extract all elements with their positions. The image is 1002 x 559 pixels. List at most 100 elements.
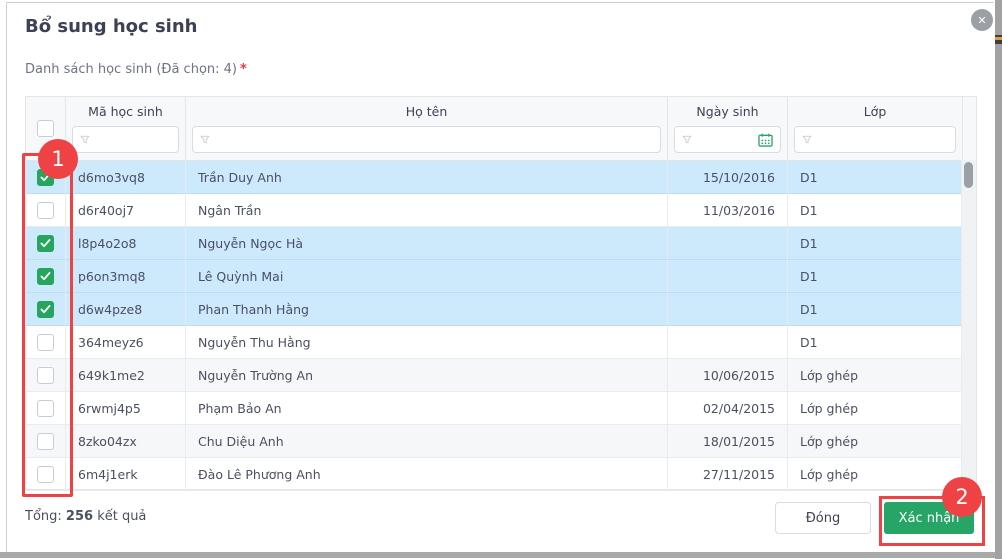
close-icon[interactable]: ✕ (971, 9, 993, 31)
student-dob: 11/03/2016 (668, 194, 788, 227)
funnel-icon (802, 135, 812, 145)
student-class: Lớp ghép (788, 359, 963, 392)
row-checkbox[interactable] (37, 465, 54, 483)
column-header-class: Lớp (863, 104, 887, 119)
field-label: Danh sách học sinh (Đã chọn: 4) * (25, 62, 247, 77)
column-header-dob: Ngày sinh (696, 104, 759, 119)
table-row[interactable]: 8zko04zx Chu Diệu Anh 18/01/2015 Lớp ghé… (26, 425, 976, 458)
table-scrollbar-track (961, 160, 976, 489)
student-dob (668, 227, 788, 260)
student-name: Ngân Trần (186, 194, 668, 227)
column-header-name: Họ tên (405, 104, 448, 119)
confirm-button[interactable]: Xác nhận (884, 502, 974, 534)
student-code: d6w4pze8 (66, 293, 186, 326)
student-name: Đào Lê Phương Anh (186, 458, 668, 491)
student-code: d6r40oj7 (66, 194, 186, 227)
student-class: D1 (788, 161, 963, 194)
row-checkbox[interactable] (37, 333, 54, 351)
student-dob: 15/10/2016 (668, 161, 788, 194)
column-class: Lớp (788, 97, 963, 160)
student-code: l8p4o2o8 (66, 227, 186, 260)
table-row[interactable]: d6w4pze8 Phan Thanh Hằng D1 (26, 293, 976, 326)
select-all-cell (26, 97, 66, 160)
modal-title: Bổ sung học sinh (25, 16, 198, 37)
select-all-checkbox[interactable] (37, 120, 54, 137)
student-class: D1 (788, 227, 963, 260)
student-dob (668, 260, 788, 293)
student-code: p6on3mq8 (66, 260, 186, 293)
student-name: Nguyễn Trường An (186, 359, 668, 392)
row-checkbox[interactable] (37, 201, 54, 219)
column-code: Mã học sinh (66, 97, 186, 160)
student-dob: 10/06/2015 (668, 359, 788, 392)
total-suffix: kết quả (97, 509, 147, 524)
column-header-code: Mã học sinh (88, 104, 163, 119)
table-row[interactable]: d6r40oj7 Ngân Trần 11/03/2016 D1 (26, 194, 976, 227)
field-label-text: Danh sách học sinh (Đã chọn: 4) (25, 62, 237, 77)
student-code: 649k1me2 (66, 359, 186, 392)
funnel-icon (80, 135, 90, 145)
student-dob: 02/04/2015 (668, 392, 788, 425)
student-class: D1 (788, 260, 963, 293)
class-filter-input[interactable] (794, 126, 956, 153)
student-code: 6rwmj4p5 (66, 392, 186, 425)
row-checkbox-checked[interactable] (37, 267, 54, 285)
student-table: Mã học sinh Họ tên (25, 96, 977, 491)
window-edge-top (6, 2, 994, 3)
student-name: Phạm Bảo An (186, 392, 668, 425)
table-row[interactable]: l8p4o2o8 Nguyễn Ngọc Hà D1 (26, 227, 976, 260)
table-row[interactable]: d6mo3vq8 Trần Duy Anh 15/10/2016 D1 (26, 161, 976, 194)
student-class: D1 (788, 293, 963, 326)
table-row[interactable]: 364meyz6 Nguyễn Thu Hằng D1 (26, 326, 976, 359)
table-body: d6mo3vq8 Trần Duy Anh 15/10/2016 D1 d6r4… (26, 161, 976, 491)
table-scrollbar-thumb[interactable] (964, 162, 973, 188)
row-checkbox[interactable] (37, 366, 54, 384)
funnel-icon (682, 135, 692, 145)
total-value: 256 (65, 509, 94, 524)
header-scroll-spacer (963, 97, 976, 160)
student-code: 8zko04zx (66, 425, 186, 458)
student-name: Nguyễn Thu Hằng (186, 326, 668, 359)
table-row[interactable]: 649k1me2 Nguyễn Trường An 10/06/2015 Lớp… (26, 359, 976, 392)
table-row[interactable]: 6rwmj4p5 Phạm Bảo An 02/04/2015 Lớp ghép (26, 392, 976, 425)
student-name: Nguyễn Ngọc Hà (186, 227, 668, 260)
column-name: Họ tên (186, 97, 668, 160)
dob-filter-input[interactable] (674, 126, 781, 153)
window-edge-left (6, 2, 7, 552)
student-dob (668, 293, 788, 326)
student-class: D1 (788, 326, 963, 359)
student-code: 6m4j1erk (66, 458, 186, 491)
student-code: d6mo3vq8 (66, 161, 186, 194)
student-code: 364meyz6 (66, 326, 186, 359)
row-checkbox-checked[interactable] (37, 234, 54, 252)
student-dob (668, 326, 788, 359)
row-checkbox[interactable] (37, 432, 54, 450)
scrollbar-marker (995, 37, 1002, 40)
window-edge-bottom (0, 552, 995, 558)
table-header: Mã học sinh Họ tên (26, 97, 976, 161)
close-button[interactable]: Đóng (775, 502, 871, 534)
student-dob: 18/01/2015 (668, 425, 788, 458)
row-checkbox[interactable] (37, 399, 54, 417)
calendar-icon[interactable] (758, 133, 773, 147)
student-class: Lớp ghép (788, 458, 963, 491)
column-dob: Ngày sinh (668, 97, 788, 160)
total-results: Tổng: 256 kết quả (25, 509, 146, 524)
funnel-icon (200, 135, 210, 145)
required-asterisk: * (240, 62, 247, 77)
student-name: Phan Thanh Hằng (186, 293, 668, 326)
table-row[interactable]: p6on3mq8 Lê Quỳnh Mai D1 (26, 260, 976, 293)
code-filter-input[interactable] (72, 126, 179, 153)
student-name: Trần Duy Anh (186, 161, 668, 194)
student-class: Lớp ghép (788, 425, 963, 458)
row-checkbox-checked[interactable] (37, 168, 54, 186)
row-checkbox-checked[interactable] (37, 300, 54, 318)
name-filter-input[interactable] (192, 126, 661, 153)
student-class: D1 (788, 194, 963, 227)
student-name: Lê Quỳnh Mai (186, 260, 668, 293)
window-scrollbar[interactable] (995, 0, 1002, 559)
table-row[interactable]: 6m4j1erk Đào Lê Phương Anh 27/11/2015 Lớ… (26, 458, 976, 491)
student-class: Lớp ghép (788, 392, 963, 425)
student-dob: 27/11/2015 (668, 458, 788, 491)
